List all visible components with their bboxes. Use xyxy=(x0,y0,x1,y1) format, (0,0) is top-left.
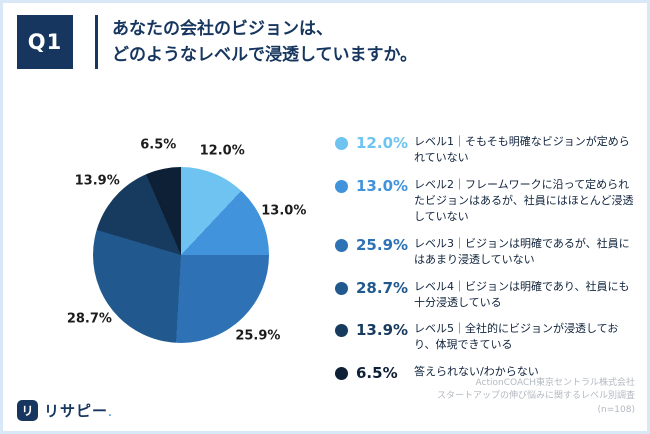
legend-description: 答えられない/わからない xyxy=(414,365,539,379)
legend-row: 6.5% 答えられない/わからない xyxy=(335,364,637,382)
pie-slice-label: 13.9% xyxy=(74,173,120,189)
pie-chart-area: 12.0% 13.0% 25.9% 28.7% 13.9% 6.5% xyxy=(31,105,331,405)
pie-slice-label: 13.0% xyxy=(261,203,307,218)
legend-description: レベル4｜ビジョンは明確であり、社員にも十分浸透している xyxy=(414,279,630,309)
legend-percent: 13.0% xyxy=(356,176,409,195)
legend-dot-icon xyxy=(335,179,348,193)
legend-description: レベル5｜全社的にビジョンが浸透しており、体現できている xyxy=(414,322,619,352)
legend: 12.0% レベル1｜そもそも明確なビジョンが定められていない 13.0% レベ… xyxy=(335,134,637,393)
pie-slice-label: 12.0% xyxy=(199,143,245,159)
header-divider xyxy=(95,15,98,69)
question-title-line1: あなたの会社のビジョンは、 xyxy=(112,19,333,39)
legend-percent: 13.9% xyxy=(356,321,409,340)
header: Q1 あなたの会社のビジョンは、 どのようなレベルで浸透していますか。 xyxy=(17,15,633,69)
risapi-logo: リ リサピー . xyxy=(17,400,112,421)
risapi-logo-icon: リ xyxy=(17,400,38,421)
legend-dot-icon xyxy=(335,367,348,381)
legend-dot-icon xyxy=(335,238,348,252)
legend-dot-icon xyxy=(335,137,348,150)
survey-source-title: スタートアップの伸び悩みに関するレベル別調査 xyxy=(436,391,635,401)
risapi-logo-dot: . xyxy=(108,408,112,419)
pie-slice-label: 28.7% xyxy=(66,311,112,327)
legend-row: 13.9% レベル5｜全社的にビジョンが浸透しており、体現できている xyxy=(335,321,637,353)
question-title: あなたの会社のビジョンは、 どのようなレベルで浸透していますか。 xyxy=(112,15,417,69)
legend-row: 13.0% レベル2｜フレームワークに沿って定められたビジョンはあるが、社員には… xyxy=(335,177,637,225)
legend-dot-icon xyxy=(335,324,348,338)
survey-sample-size: (n=108) xyxy=(597,404,635,415)
risapi-logo-text: リサピー xyxy=(44,402,109,420)
question-title-line2: どのようなレベルで浸透していますか。 xyxy=(112,45,418,66)
question-number-badge: Q1 xyxy=(17,15,73,69)
legend-percent: 28.7% xyxy=(356,278,409,297)
pie-chart xyxy=(93,167,269,343)
legend-description: レベル2｜フレームワークに沿って定められたビジョンはあるが、社員にはほとんど浸透… xyxy=(414,177,634,223)
legend-description: レベル1｜そもそも明確なビジョンが定められていない xyxy=(414,135,630,164)
pie-slice-label: 25.9% xyxy=(235,328,281,344)
legend-row: 25.9% レベル3｜ビジョンは明確であるが、社員にはあまり浸透していない xyxy=(335,236,637,268)
pie-slice-label: 6.5% xyxy=(140,137,177,153)
legend-percent: 6.5% xyxy=(356,364,398,383)
legend-dot-icon xyxy=(335,281,348,295)
legend-row: 12.0% レベル1｜そもそも明確なビジョンが定められていない xyxy=(335,134,637,166)
legend-percent: 25.9% xyxy=(356,235,409,254)
legend-row: 28.7% レベル4｜ビジョンは明確であり、社員にも十分浸透している xyxy=(335,279,637,311)
survey-source: ActionCOACH東京セントラル株式会社 スタートアップの伸び悩みに関するレ… xyxy=(437,377,635,418)
legend-percent: 12.0% xyxy=(356,134,409,152)
legend-description: レベル3｜ビジョンは明確であるが、社員にはあまり浸透していない xyxy=(414,236,630,266)
survey-source-company: ActionCOACH東京セントラル株式会社 xyxy=(475,377,635,388)
pie-labels: 12.0% 13.0% 25.9% 28.7% 13.9% 6.5% xyxy=(31,105,331,405)
